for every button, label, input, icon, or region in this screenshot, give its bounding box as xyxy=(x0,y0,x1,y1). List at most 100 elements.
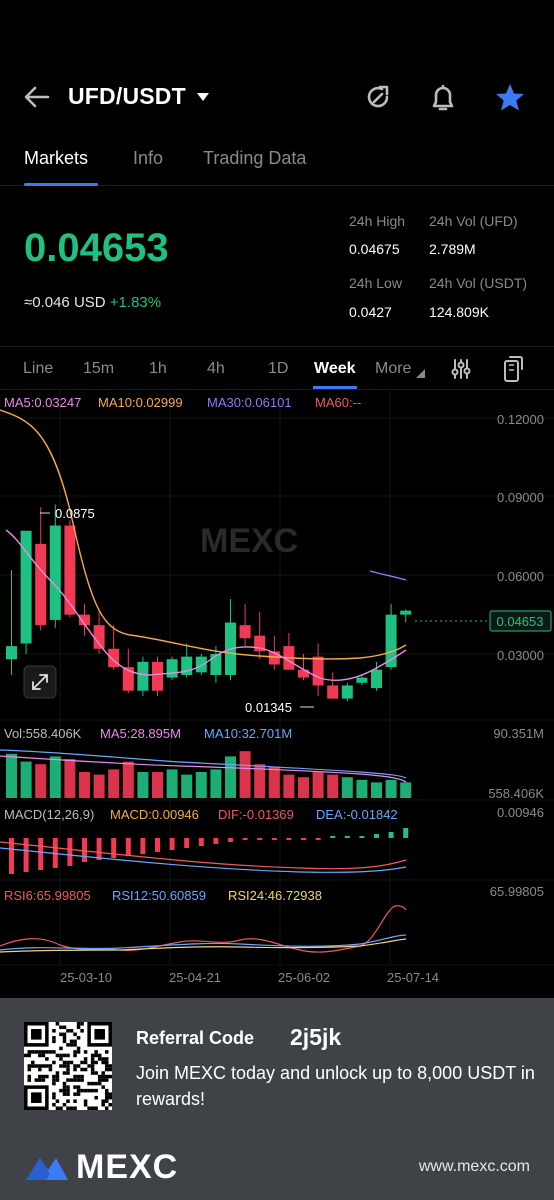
back-arrow-icon[interactable] xyxy=(20,80,54,114)
tf-more[interactable]: More xyxy=(375,360,412,377)
volume-bar xyxy=(6,753,17,798)
expand-icon[interactable] xyxy=(23,665,57,699)
volume-bar xyxy=(225,756,236,798)
referral-footer: Referral Code 2j5jk Join MEXC today and … xyxy=(0,998,554,1200)
qr-module xyxy=(94,1071,98,1075)
volume-bar xyxy=(210,769,222,798)
kline-chart[interactable]: MEXC MA5:0.03247 MA10:0.02999 MA30:0.061… xyxy=(0,390,554,995)
qr-module xyxy=(83,1099,88,1103)
volume-bars xyxy=(6,751,412,798)
candle-body xyxy=(327,685,339,699)
qr-module xyxy=(52,1092,56,1096)
tab-markets[interactable]: Markets xyxy=(24,148,89,168)
qr-module xyxy=(87,1081,91,1086)
high-value: 0.04675 xyxy=(349,241,400,257)
qr-module xyxy=(59,1106,63,1110)
qr-module xyxy=(55,1074,60,1079)
qr-module xyxy=(97,1081,102,1086)
indicator-settings-icon[interactable] xyxy=(449,357,473,381)
qr-module xyxy=(73,1067,77,1072)
qr-module xyxy=(104,1106,109,1110)
qr-module xyxy=(104,1057,109,1061)
qr-module xyxy=(80,1022,84,1026)
qr-module xyxy=(73,1043,77,1047)
qr-module xyxy=(94,1060,98,1065)
qr-module xyxy=(27,1074,32,1079)
bell-icon[interactable] xyxy=(425,80,461,116)
tf-line[interactable]: Line xyxy=(23,360,54,377)
qr-module xyxy=(55,1106,60,1110)
qr-module xyxy=(27,1053,32,1058)
tab-trading-data[interactable]: Trading Data xyxy=(203,148,307,168)
brand-url[interactable]: www.mexc.com xyxy=(418,1158,530,1175)
qr-module xyxy=(66,1085,70,1089)
macd-bar xyxy=(140,838,146,854)
tab-info[interactable]: Info xyxy=(133,148,164,168)
qr-module xyxy=(101,1071,105,1075)
macd-bar xyxy=(169,838,175,850)
pair-selector[interactable]: UFD/USDT xyxy=(68,83,210,110)
qr-module xyxy=(90,1064,95,1068)
qr-module xyxy=(108,1067,112,1072)
volume-bar xyxy=(195,772,207,798)
star-icon[interactable] xyxy=(492,80,528,116)
qr-module xyxy=(83,1057,88,1061)
tf-4h[interactable]: 4h xyxy=(207,360,225,377)
qr-module xyxy=(62,1085,67,1089)
tf-1d[interactable]: 1D xyxy=(268,360,289,377)
volume-bar xyxy=(312,772,324,798)
tf-15m[interactable]: 15m xyxy=(83,360,115,377)
volume-bar xyxy=(79,772,90,798)
qr-module xyxy=(59,1053,63,1058)
qr-module xyxy=(55,1022,60,1026)
qr-module xyxy=(108,1074,112,1079)
macd-bar xyxy=(184,838,190,848)
qr-module xyxy=(24,1053,28,1058)
qr-module xyxy=(76,1074,81,1079)
qr-module xyxy=(73,1078,77,1082)
qr-module xyxy=(76,1050,81,1054)
volume-bar xyxy=(20,761,32,798)
rotate-screen-icon[interactable] xyxy=(500,355,526,383)
tf-week[interactable]: Week xyxy=(314,360,356,377)
volume-bar xyxy=(108,769,120,798)
volume-bar xyxy=(341,777,353,798)
candle-body xyxy=(166,659,178,678)
qr-module xyxy=(38,1064,42,1068)
vol-ma5-line xyxy=(0,755,407,783)
qr-module xyxy=(66,1099,70,1103)
qr-module xyxy=(76,1046,81,1051)
qr-module xyxy=(62,1088,67,1093)
brand-logo: MEXC xyxy=(24,1148,178,1186)
vol-ufd-value: 2.789M xyxy=(429,241,476,257)
referral-qr-code xyxy=(24,1022,112,1110)
qr-module xyxy=(80,1088,84,1093)
chart-watermark: MEXC xyxy=(200,522,298,560)
candle-body xyxy=(385,614,397,668)
volume-bar xyxy=(35,764,47,798)
qr-module xyxy=(97,1057,102,1061)
candle-body xyxy=(268,651,280,665)
qr-module xyxy=(52,1078,56,1082)
qr-module xyxy=(90,1053,95,1058)
ma10-line xyxy=(0,409,407,660)
macd-bar xyxy=(23,838,29,872)
refresh-icon[interactable] xyxy=(360,80,396,116)
macd-bar xyxy=(82,838,87,862)
qr-module xyxy=(97,1078,102,1082)
vol-ma10-legend: MA10:32.701M xyxy=(204,726,292,741)
macd-bar xyxy=(38,838,44,870)
tf-1h[interactable]: 1h xyxy=(149,360,167,377)
macd-bar xyxy=(374,834,379,838)
qr-module xyxy=(73,1053,77,1058)
candle-body xyxy=(210,654,222,675)
qr-module xyxy=(38,1078,42,1082)
candle-body xyxy=(49,525,61,620)
qr-finder-core xyxy=(31,1092,42,1103)
qr-module xyxy=(55,1078,60,1082)
price-change: +1.83% xyxy=(109,294,162,311)
macd-bar xyxy=(286,838,292,840)
qr-module xyxy=(55,1099,60,1103)
ma10-legend: MA10:0.02999 xyxy=(98,395,183,410)
qr-module xyxy=(90,1060,95,1065)
